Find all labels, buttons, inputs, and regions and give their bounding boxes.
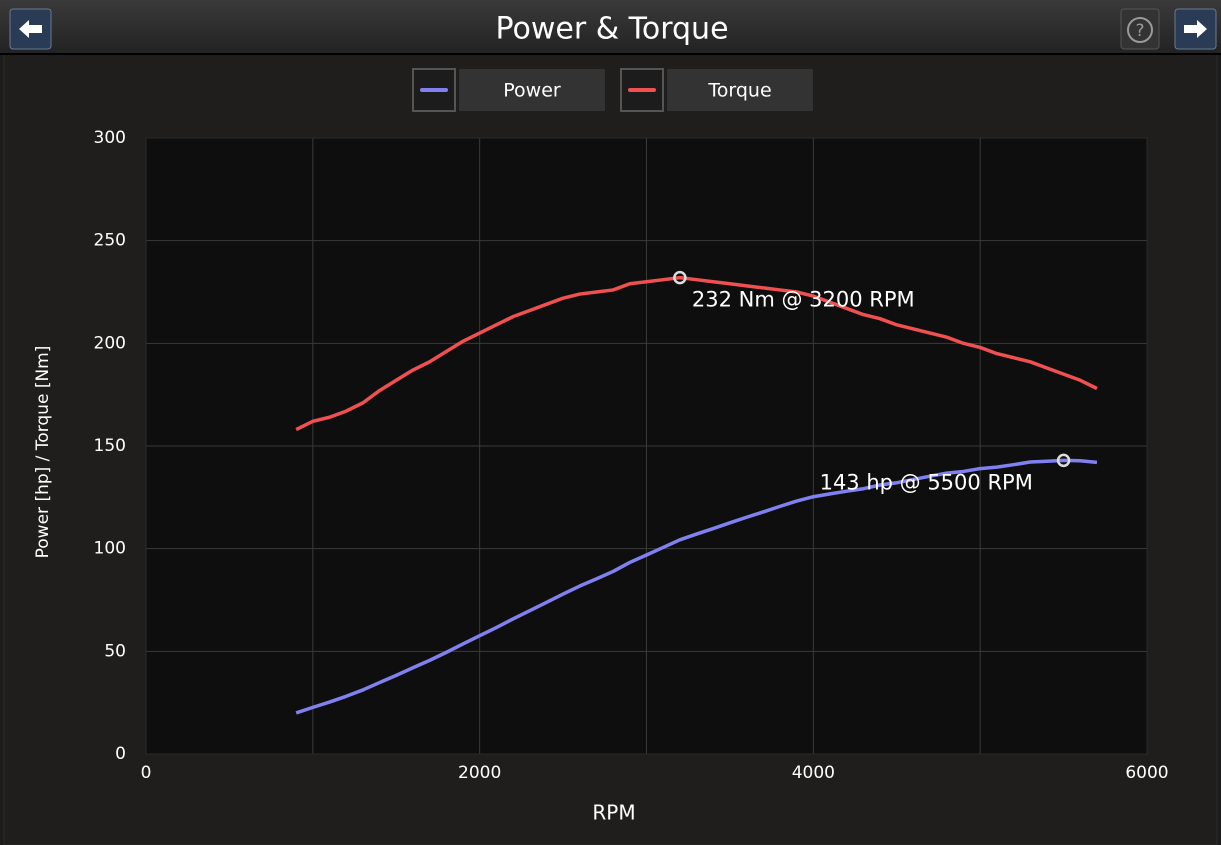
peak-marker	[1056, 453, 1071, 468]
title-bar	[0, 0, 1221, 54]
y-tick-label: 100	[94, 539, 126, 559]
y-tick-label: 0	[115, 744, 126, 764]
help-icon-circle[interactable]	[1127, 17, 1153, 43]
legend-label[interactable]: Torque	[707, 80, 771, 102]
y-axis-label: Power [hp] / Torque [Nm]	[33, 346, 53, 559]
legend-label-box[interactable]	[459, 69, 605, 111]
annotation: 143 hp @ 5500 RPM	[820, 470, 1033, 494]
legend-label-box[interactable]	[667, 69, 813, 111]
legend-item[interactable]: Torque	[620, 68, 813, 112]
forward-button[interactable]	[1174, 8, 1217, 50]
series-line	[295, 275, 1098, 432]
x-tick-label: 0	[141, 763, 152, 783]
y-tick-label: 200	[94, 333, 126, 353]
x-tick-label: 6000	[1125, 763, 1168, 783]
peak-marker	[673, 270, 687, 285]
x-axis-label: RPM	[592, 801, 635, 825]
legend-label[interactable]: Power	[503, 80, 561, 102]
plot-border	[145, 137, 1148, 755]
back-arrow-icon[interactable]	[19, 20, 42, 38]
annotation: 232 Nm @ 3200 RPM	[692, 288, 915, 312]
series-line	[295, 458, 1098, 715]
back-button[interactable]	[9, 8, 52, 50]
chart-title: Power & Torque	[495, 12, 728, 47]
legend-item[interactable]: Power	[412, 68, 605, 112]
y-tick-label: 250	[94, 231, 126, 251]
help-icon[interactable]: ?	[1135, 21, 1144, 41]
y-tick-label: 50	[104, 641, 126, 661]
help-button-frame[interactable]	[1120, 8, 1160, 50]
x-tick-label: 4000	[792, 763, 835, 783]
forward-arrow-icon[interactable]	[1184, 20, 1207, 38]
help-button[interactable]: ?	[1120, 8, 1160, 50]
y-tick-label: 300	[94, 128, 126, 148]
y-tick-label: 150	[94, 436, 126, 456]
x-tick-label: 2000	[458, 763, 501, 783]
